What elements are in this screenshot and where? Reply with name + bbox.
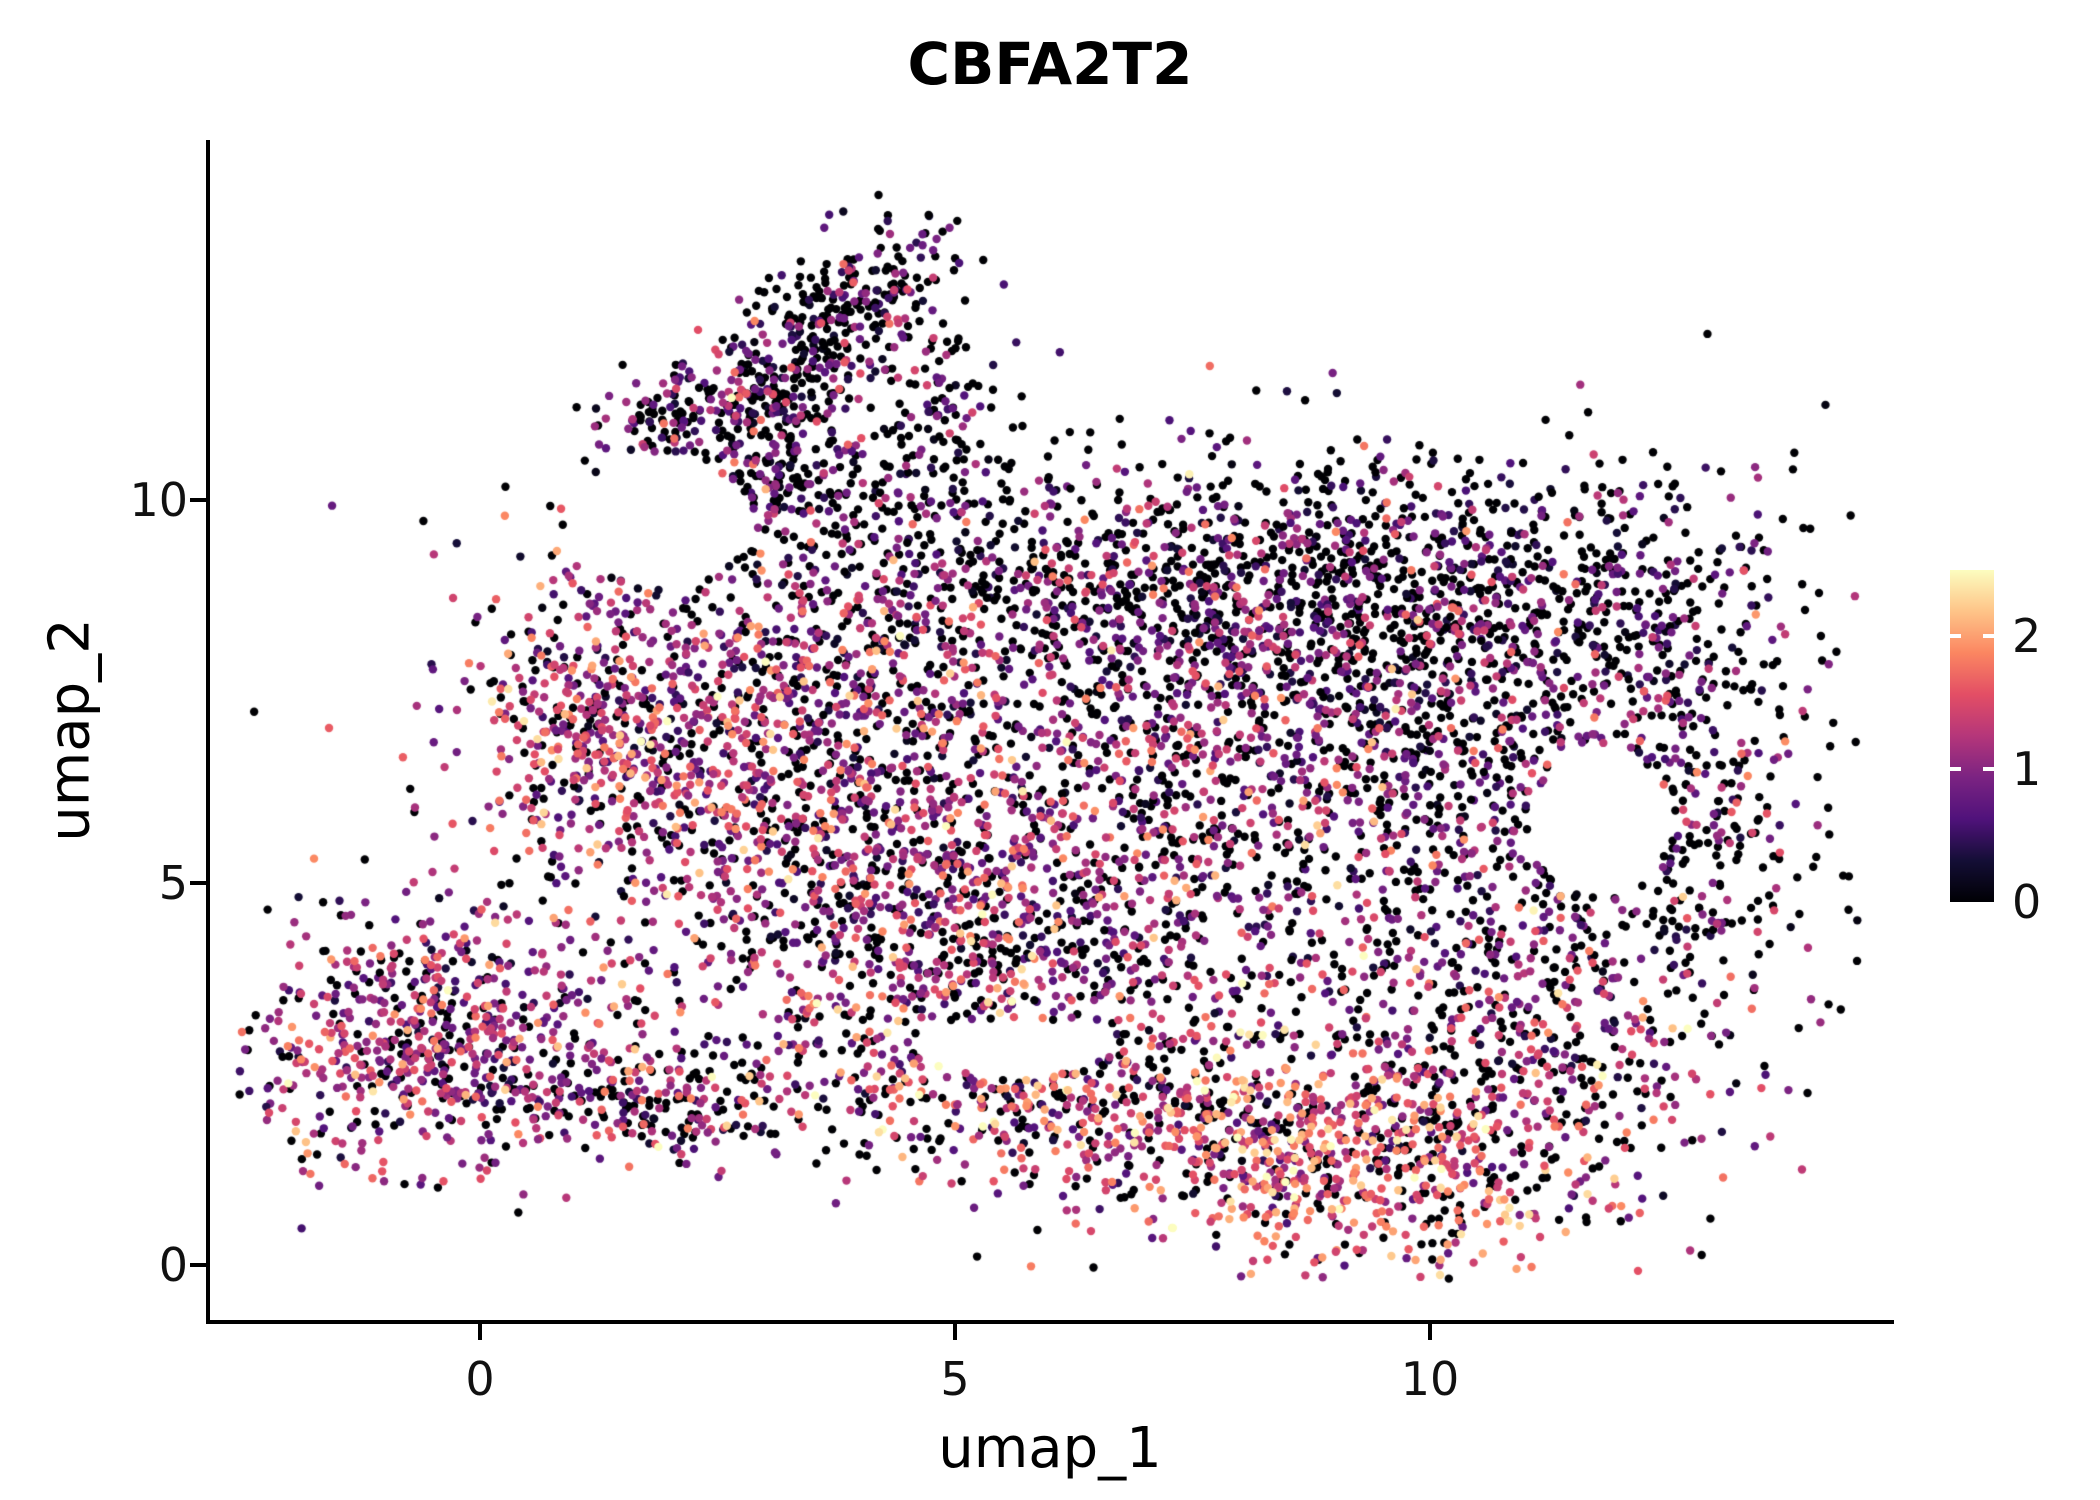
y-tick-mark bbox=[190, 1263, 206, 1267]
colorbar-tick-label: 2 bbox=[2012, 609, 2042, 664]
chart-title: CBFA2T2 bbox=[907, 30, 1193, 98]
y-tick-label: 5 bbox=[158, 855, 188, 910]
colorbar-tick-mark bbox=[1950, 634, 1961, 639]
y-axis-label: umap_2 bbox=[37, 618, 103, 842]
colorbar-tick-label: 1 bbox=[2012, 742, 2042, 797]
x-tick-label: 5 bbox=[940, 1352, 970, 1406]
y-tick-label: 0 bbox=[158, 1238, 188, 1292]
scatter-canvas bbox=[210, 140, 1890, 1320]
x-tick-mark bbox=[1428, 1324, 1432, 1340]
x-axis-line bbox=[206, 1320, 1894, 1324]
colorbar-tick-mark bbox=[1983, 634, 1994, 639]
x-tick-mark bbox=[478, 1324, 482, 1340]
y-tick-label: 10 bbox=[129, 473, 188, 527]
y-axis-line bbox=[206, 140, 210, 1324]
x-tick-label: 0 bbox=[465, 1352, 495, 1406]
colorbar-gradient bbox=[1950, 570, 1994, 902]
x-axis-label: umap_1 bbox=[938, 1416, 1162, 1481]
colorbar-tick-mark bbox=[1983, 767, 1994, 772]
y-tick-mark bbox=[190, 498, 206, 502]
y-tick-mark bbox=[190, 880, 206, 885]
x-tick-label: 10 bbox=[1400, 1352, 1460, 1406]
colorbar-tick-label: 0 bbox=[2012, 875, 2042, 929]
x-tick-mark bbox=[953, 1324, 957, 1340]
colorbar-tick-mark bbox=[1950, 767, 1961, 772]
